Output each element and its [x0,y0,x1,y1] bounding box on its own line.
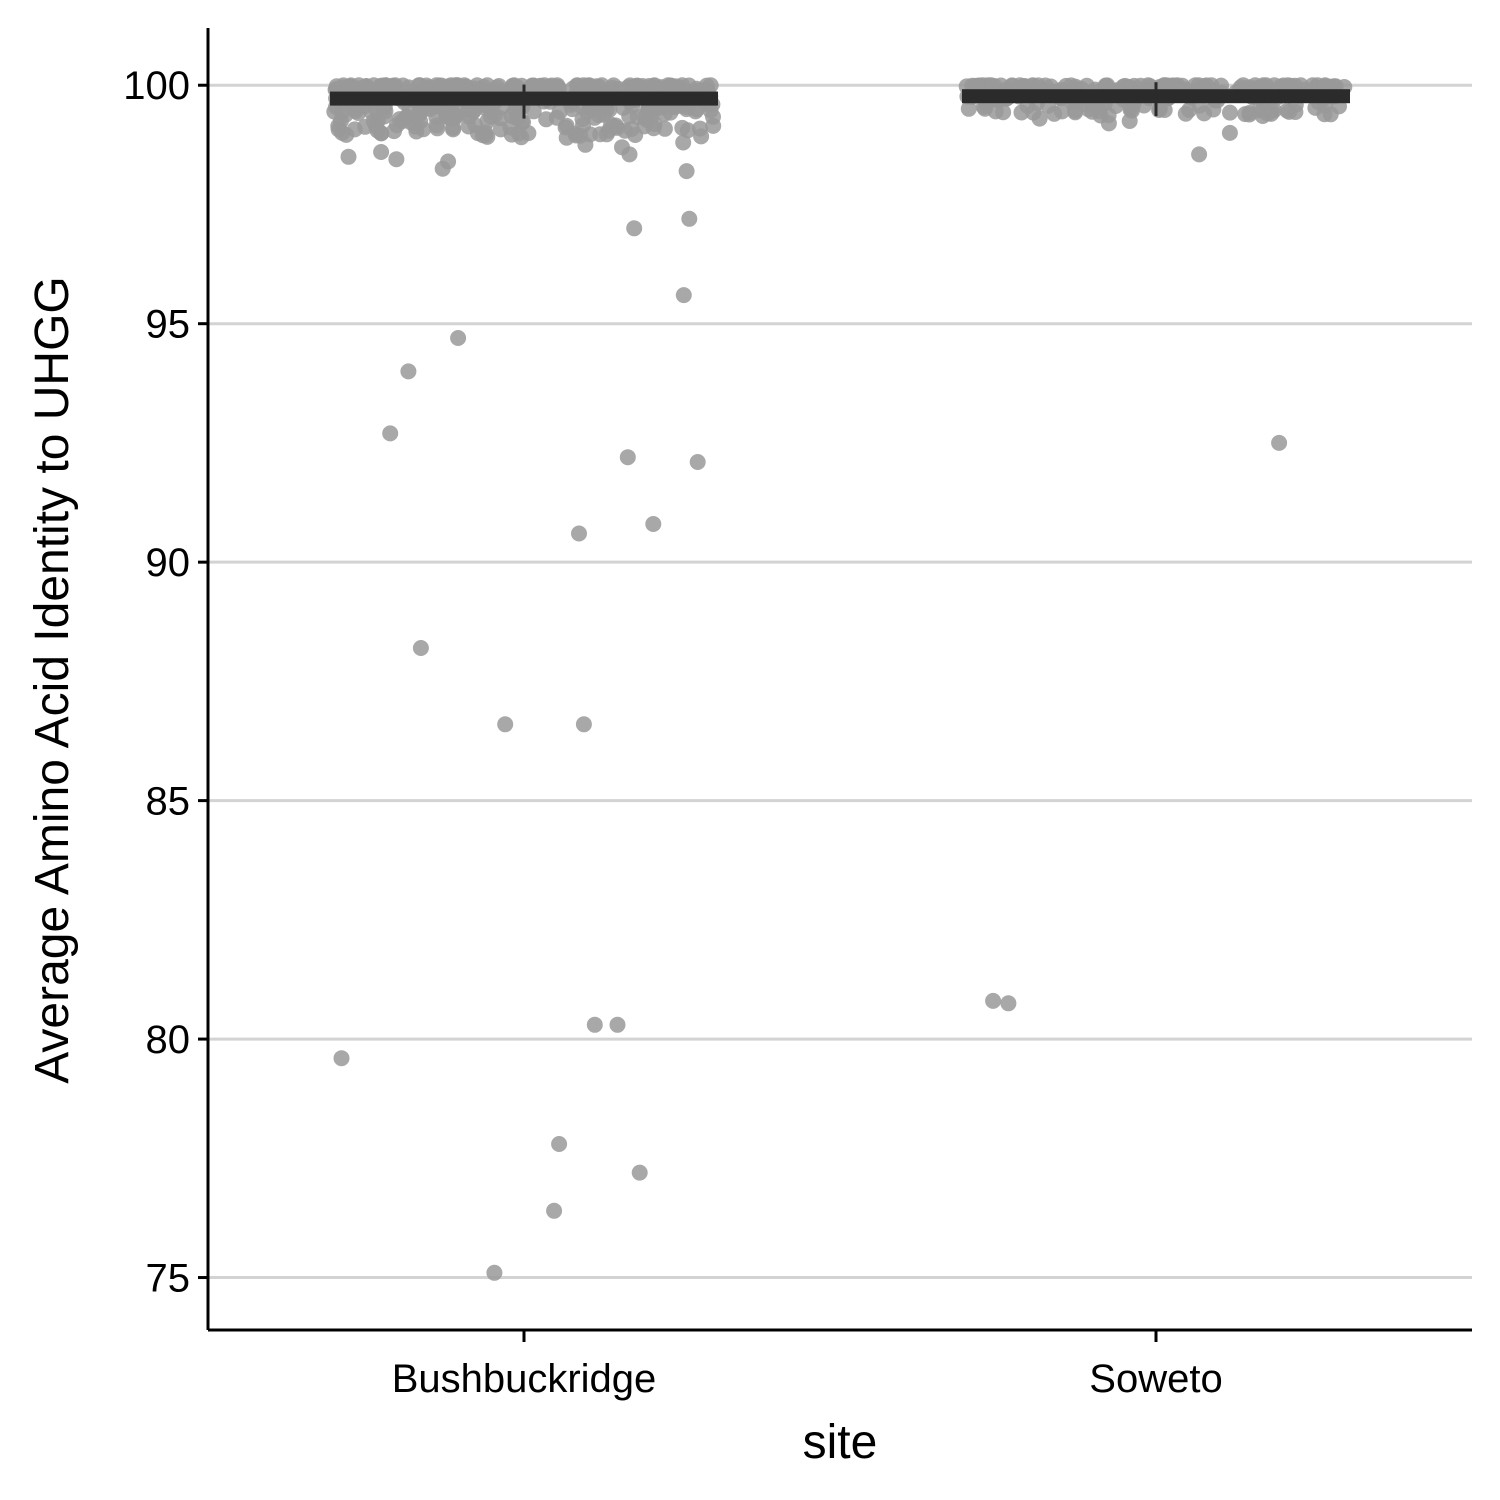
data-point [524,77,540,94]
data-point [369,122,386,139]
data-point [412,640,429,656]
data-point [486,1264,503,1281]
data-point [538,111,555,128]
data-point [340,148,357,165]
data-point [1281,103,1298,120]
data-point [1000,995,1017,1012]
data-point [1222,104,1238,121]
data-point [440,153,457,170]
y-tick-label: 80 [146,1018,191,1062]
data-point [645,516,662,532]
data-point [1177,105,1194,122]
y-ticks: 75 80 85 90 95 100 [123,64,208,1301]
data-point [400,363,417,380]
y-axis-title: Average Amino Acid Identity to UHGG [26,276,79,1084]
data-point [506,77,523,94]
data-point [619,449,636,466]
data-point [577,136,594,153]
data-point [1221,124,1238,141]
data-point [551,1136,568,1152]
data-point [334,124,351,141]
data-point [1054,103,1070,120]
summary-bars [330,82,1350,119]
data-point [675,287,692,304]
data-points [326,77,1353,1281]
data-point [546,1202,563,1219]
data-point [705,117,722,134]
x-tick-label: Bushbuckridge [392,1357,657,1401]
data-point [681,210,698,227]
data-point [342,78,359,95]
data-point [675,134,692,151]
data-point [614,139,630,156]
data-point [377,103,394,120]
data-point [429,120,446,137]
data-point [674,119,691,136]
data-point [631,1164,648,1181]
y-tick-label: 95 [146,303,191,347]
data-point [326,103,343,120]
data-point [403,114,420,131]
data-point [1121,113,1138,129]
data-point [1241,106,1258,123]
gridlines [208,83,1472,1280]
data-point [333,1050,350,1067]
data-point [693,128,710,145]
data-point [645,120,662,137]
data-point [609,1016,626,1033]
x-axis-title: site [803,1416,878,1469]
y-tick-label: 100 [123,64,190,108]
data-point [985,992,1002,1009]
data-point [1255,101,1272,118]
data-point [678,163,695,180]
data-point [1271,434,1288,451]
data-point [492,121,509,138]
data-point [456,77,473,94]
data-point [960,100,977,117]
data-point [571,525,587,542]
data-point [382,425,399,442]
data-point [558,129,575,146]
x-ticks: Bushbuckridge Soweto [392,1330,1223,1401]
data-point [515,114,531,131]
data-point [1031,110,1048,127]
data-point [549,78,566,95]
data-point [629,77,646,94]
y-tick-label: 90 [146,541,191,585]
data-point [586,1016,603,1033]
data-point [575,716,592,733]
data-point [465,102,482,119]
data-point [1100,115,1117,132]
data-point [491,78,507,94]
data-point [603,116,620,133]
data-point [346,121,363,138]
data-point [388,151,405,168]
data-point [578,78,595,95]
axes [206,28,1472,1332]
data-point [477,127,494,144]
data-point [1191,146,1208,163]
data-point [450,330,467,346]
data-point [497,716,514,733]
x-tick-label: Soweto [1089,1357,1222,1401]
y-tick-label: 75 [146,1257,191,1301]
y-tick-label: 85 [146,780,191,824]
data-point [626,220,643,237]
data-point [373,144,390,160]
data-point [689,454,706,470]
data-point [551,103,568,120]
data-point [365,77,382,94]
